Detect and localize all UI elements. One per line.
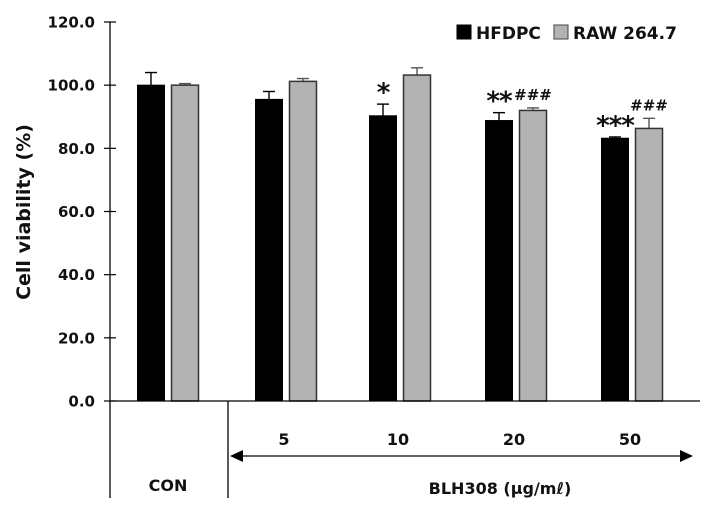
y-tick-label: 60.0 xyxy=(58,203,95,221)
x-tick-label: 10 xyxy=(387,430,409,449)
x-tick-label: 50 xyxy=(619,430,641,449)
legend-label: HFDPC xyxy=(476,24,541,44)
legend-swatch-raw-264.7 xyxy=(553,24,569,40)
bar-hfdpc xyxy=(137,84,165,402)
bar-raw-264.7 xyxy=(288,80,318,402)
y-tick-label: 0.0 xyxy=(68,393,95,411)
bar-raw-264.7 xyxy=(518,109,548,402)
bar-group-CON xyxy=(137,71,200,402)
bar-hfdpc xyxy=(255,98,283,402)
significance-stars: * xyxy=(377,78,391,108)
significance-hashes: ### xyxy=(514,86,552,104)
control-label: CON xyxy=(149,476,188,495)
y-tick-label: 20.0 xyxy=(58,329,95,347)
significance-stars: ** xyxy=(486,87,513,117)
y-tick-label: 120.0 xyxy=(48,14,95,32)
bar-raw-264.7 xyxy=(170,84,200,402)
bar-hfdpc xyxy=(485,120,513,402)
y-axis-label: Cell viability (%) xyxy=(13,124,35,300)
x-tick-label: 5 xyxy=(278,430,289,449)
legend-swatch-hfdpc xyxy=(456,24,472,40)
significance-hashes: ### xyxy=(630,96,668,114)
y-tick-label: 100.0 xyxy=(48,77,95,95)
treatment-label: BLH308 (μg/mℓ) xyxy=(429,479,572,498)
significance-stars: *** xyxy=(596,111,635,141)
y-tick-label: 40.0 xyxy=(58,266,95,284)
arrow-right-icon xyxy=(680,450,693,462)
y-axis: 0.0 20.0 40.0 60.0 80.0 100.0 120.0 xyxy=(48,14,116,498)
y-tick-label: 80.0 xyxy=(58,140,95,158)
bar-group-10: * xyxy=(369,67,432,402)
bar-raw-264.7 xyxy=(634,127,664,402)
x-tick-label: 20 xyxy=(503,430,525,449)
bar-group-50: ***### xyxy=(596,96,668,402)
x-axis: 5 10 20 50 CON BLH308 (μg/mℓ) xyxy=(110,400,700,498)
bar-hfdpc xyxy=(601,137,629,402)
bars: * ** ###***### xyxy=(137,67,668,402)
bar-group-20: ** ### xyxy=(485,86,552,402)
legend: HFDPC RAW 264.7 xyxy=(456,24,677,44)
bar-hfdpc xyxy=(369,115,397,402)
bar-raw-264.7 xyxy=(402,74,432,402)
arrow-left-icon xyxy=(230,450,243,462)
legend-label: RAW 264.7 xyxy=(573,24,677,44)
bar-group-5 xyxy=(255,77,318,402)
